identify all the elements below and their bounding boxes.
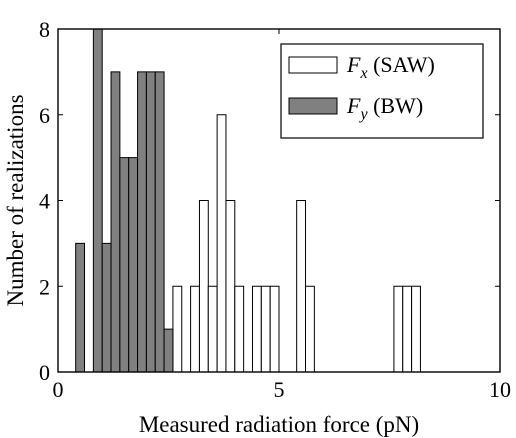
histogram-bar-fy <box>119 157 130 373</box>
histogram-bar-fx <box>260 285 271 373</box>
legend-swatch <box>288 97 338 115</box>
histogram-bar-fy <box>110 71 121 373</box>
x-tick-label: 0 <box>53 377 64 402</box>
y-tick-label: 6 <box>39 103 50 128</box>
histogram-bar-fx <box>251 285 262 373</box>
histogram-bar-fx <box>402 285 413 373</box>
legend-label: Fy (BW) <box>346 93 423 123</box>
y-tick-label: 2 <box>39 274 50 299</box>
histogram-bar-fx <box>269 285 280 373</box>
histogram-bar-fy <box>163 328 174 373</box>
x-tick-label: 5 <box>274 377 285 402</box>
y-tick-label: 4 <box>39 189 50 214</box>
y-axis-title: Number of realizations <box>3 94 28 306</box>
x-tick-label: 10 <box>489 377 511 402</box>
histogram-bar-fy <box>145 71 156 373</box>
histogram-bar-fx <box>296 200 307 373</box>
x-axis-title: Measured radiation force (pN) <box>139 412 419 437</box>
histogram-bar-fx <box>234 285 245 373</box>
histogram-bar-fy <box>137 71 147 373</box>
legend-swatch <box>288 56 338 74</box>
histogram-bar-fy <box>128 157 139 373</box>
histogram-bar-fy <box>154 71 165 373</box>
histogram-bar-fx <box>216 114 227 373</box>
histogram-bar-fy <box>101 242 112 373</box>
histogram-bar-fx <box>207 285 218 373</box>
y-tick-label: 0 <box>39 360 50 385</box>
histogram-bar-fy <box>92 28 103 373</box>
histogram-bar-fx <box>190 285 200 373</box>
legend-label: Fx (SAW) <box>346 52 435 82</box>
histogram-bar-fy <box>75 242 86 373</box>
histogram-bar-fx <box>198 200 209 373</box>
bars-layer <box>75 28 421 373</box>
histogram-bar-fx <box>172 285 183 373</box>
ticks-layer: 0 5 10 0 2 4 6 8 <box>39 17 511 402</box>
histogram-bar-fx <box>225 200 236 373</box>
legend: Fx (SAW) Fy (BW) <box>280 43 484 139</box>
y-tick-label: 8 <box>39 17 50 42</box>
histogram-bar-fx <box>393 285 404 373</box>
histogram-bar-fx <box>305 285 315 373</box>
histogram-bar-fx <box>411 285 421 373</box>
